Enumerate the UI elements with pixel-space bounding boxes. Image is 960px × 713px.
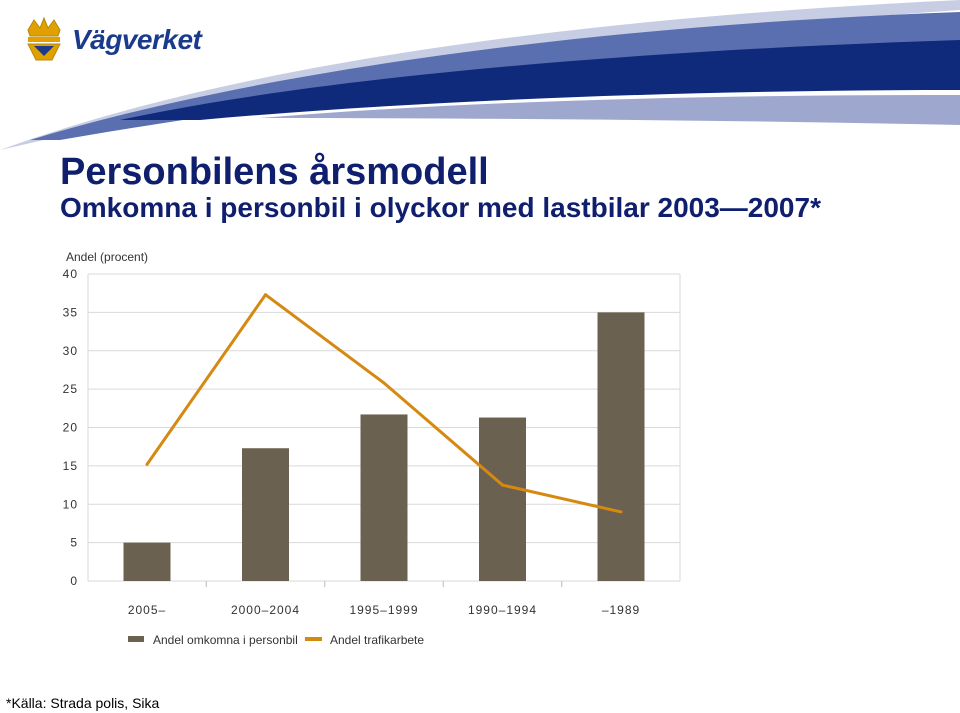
bar — [242, 448, 289, 581]
bar — [479, 417, 526, 581]
y-tick-label: 40 — [63, 267, 78, 281]
x-tick-label: 1990–1994 — [468, 603, 537, 617]
legend-label-line: Andel trafikarbete — [330, 633, 424, 647]
line-point — [145, 462, 149, 466]
bar — [597, 312, 645, 581]
header-banner — [0, 0, 960, 150]
x-tick-label: –1989 — [602, 603, 640, 617]
crown-emblem-icon — [27, 16, 61, 61]
legend-swatch-line — [305, 637, 322, 641]
line-point — [501, 483, 504, 487]
brand-name: Vägverket — [72, 24, 202, 55]
line-series — [145, 293, 623, 514]
y-tick-label: 15 — [63, 459, 78, 473]
bar-series — [123, 312, 645, 581]
source-footnote: *Källa: Strada polis, Sika — [6, 695, 160, 711]
line-point — [264, 293, 267, 297]
vagverket-logo: Vägverket — [22, 14, 222, 62]
y-tick-label: 20 — [63, 421, 78, 435]
y-tick-label: 35 — [63, 305, 78, 319]
y-tick-label: 0 — [70, 574, 78, 588]
banner-swoosh-under — [260, 95, 960, 125]
x-axis-ticks: 2005– 2000–2004 1995–1999 1990–1994 –1989 — [128, 603, 640, 617]
line-point — [619, 510, 623, 514]
banner-swoosh-light — [0, 0, 960, 150]
banner-swoosh-dark — [120, 40, 960, 120]
bar — [360, 414, 408, 581]
chart-legend: Andel omkomna i personbil Andel trafikar… — [128, 633, 424, 647]
page-title: Personbilens årsmodell — [60, 151, 489, 193]
y-axis-ticks: 0 5 10 15 20 25 30 35 40 — [63, 267, 78, 588]
x-tick-label: 1995–1999 — [349, 603, 418, 617]
y-tick-label: 30 — [63, 344, 78, 358]
y-tick-label: 5 — [70, 536, 78, 550]
y-tick-label: 25 — [63, 382, 78, 396]
page-subtitle: Omkomna i personbil i olyckor med lastbi… — [60, 192, 821, 223]
y-tick-label: 10 — [63, 497, 78, 511]
line-point — [382, 381, 386, 385]
x-tick-label: 2000–2004 — [231, 603, 300, 617]
legend-label-bar: Andel omkomna i personbil — [153, 633, 298, 647]
legend-swatch-bar — [128, 636, 144, 642]
x-tick-label: 2005– — [128, 603, 166, 617]
bar — [123, 542, 171, 581]
y-axis-label: Andel (procent) — [66, 250, 148, 264]
